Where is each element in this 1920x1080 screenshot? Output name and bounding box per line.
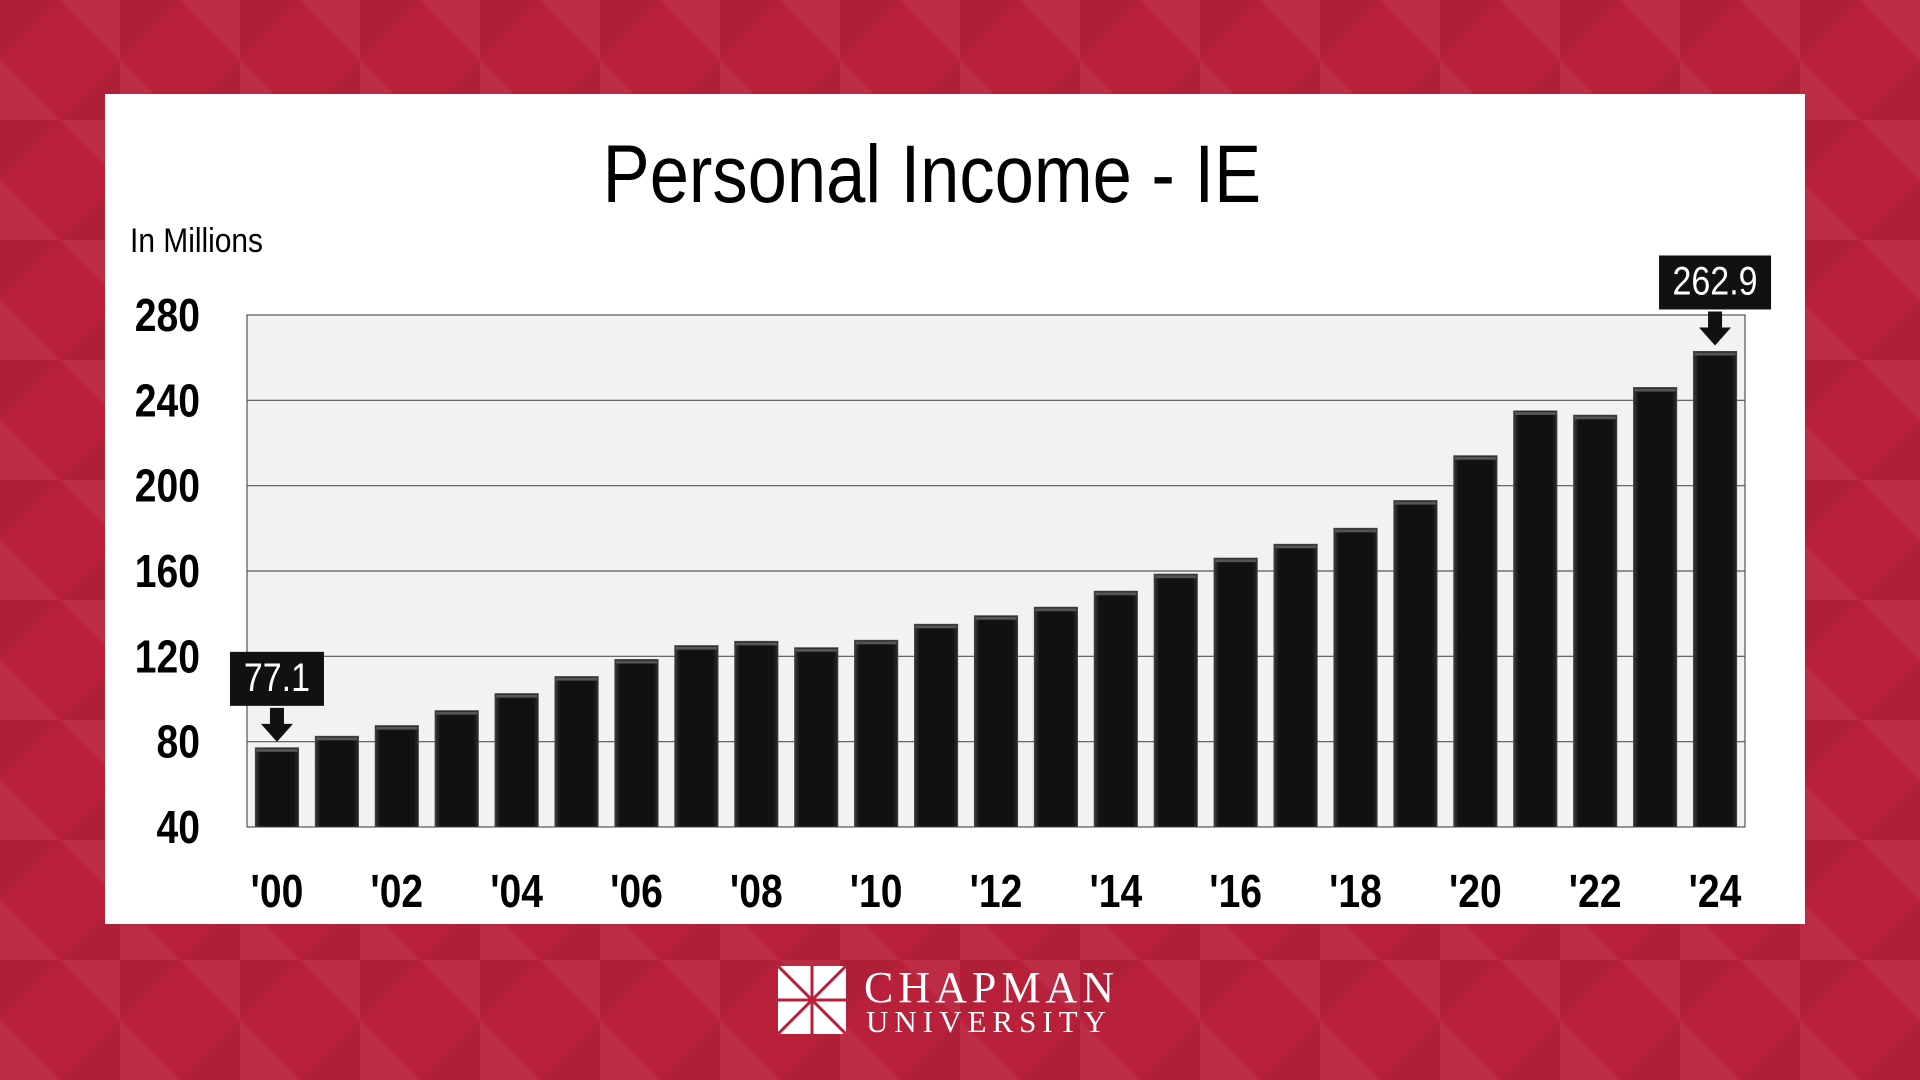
bar-highlight	[316, 737, 358, 741]
x-tick-label: '04	[490, 866, 543, 918]
bar-highlight	[1634, 388, 1676, 392]
bar-20	[1453, 455, 1498, 828]
x-tick-label: '22	[1569, 866, 1622, 918]
bar-highlight	[496, 694, 538, 698]
bar-09	[794, 647, 839, 828]
x-tick-label: '18	[1329, 866, 1382, 918]
y-axis-ticks: 40 80 120 160 200 240 280	[135, 290, 200, 854]
bar-highlight	[675, 646, 717, 650]
bar-24	[1692, 350, 1738, 828]
x-tick-label: '06	[610, 866, 663, 918]
bar-06	[614, 659, 659, 828]
bar-highlight	[1095, 592, 1137, 596]
callout-box	[229, 651, 324, 706]
annotation-callout: 77.1	[229, 651, 324, 742]
bar-10	[854, 639, 899, 828]
logo-text-line2: UNIVERSITY	[866, 1004, 1112, 1039]
bar-16	[1213, 557, 1258, 828]
y-tick-label: 240	[135, 375, 200, 427]
bar-14	[1093, 590, 1138, 828]
bar-15	[1153, 573, 1198, 828]
bar-07	[674, 645, 719, 828]
x-tick-label: '00	[251, 866, 304, 918]
bar-highlight	[1035, 608, 1077, 612]
bar-17	[1273, 543, 1318, 828]
bar-highlight	[1694, 352, 1736, 356]
chart-title: Personal Income - IE	[602, 129, 1262, 220]
y-tick-label: 40	[157, 802, 200, 854]
bar-18	[1333, 527, 1378, 828]
bar-highlight	[795, 648, 837, 652]
down-arrow-icon	[1699, 311, 1732, 346]
callout-box	[1659, 255, 1772, 310]
y-tick-label: 200	[135, 461, 200, 513]
logo-mark-icon	[778, 966, 846, 1034]
x-tick-label: '10	[850, 866, 903, 918]
down-arrow-icon	[260, 707, 293, 742]
bar-highlight	[555, 677, 598, 681]
bar-highlight	[1454, 456, 1496, 460]
callout-label: 77.1	[244, 654, 310, 699]
annotations: 77.1 262.9	[229, 255, 1772, 742]
x-tick-label: '14	[1089, 866, 1142, 918]
bar-highlight	[1574, 416, 1616, 420]
bar-00	[254, 747, 300, 828]
annotation-callout: 262.9	[1659, 255, 1772, 346]
x-tick-label: '20	[1449, 866, 1502, 918]
x-tick-label: '12	[970, 866, 1023, 918]
chapman-logo: CHAPMAN UNIVERSITY	[778, 963, 1148, 1039]
bar-12	[973, 615, 1019, 828]
bar-04	[494, 693, 539, 828]
bar-03	[434, 710, 479, 828]
bar-21	[1513, 410, 1558, 828]
bar-highlight	[1275, 545, 1317, 549]
bar-highlight	[436, 711, 478, 715]
bar-22	[1573, 414, 1618, 828]
y-tick-label: 120	[135, 631, 200, 683]
x-tick-label: '02	[370, 866, 423, 918]
bar-05	[554, 676, 599, 828]
bar-highlight	[1514, 412, 1556, 415]
x-tick-label: '24	[1689, 866, 1742, 918]
bar-02	[374, 725, 419, 828]
bar-highlight	[855, 641, 897, 645]
bar-08	[734, 640, 779, 828]
bar-highlight	[1215, 559, 1257, 563]
bar-11	[914, 623, 959, 828]
logo-text-line1: CHAPMAN	[864, 963, 1120, 1012]
x-tick-label: '08	[730, 866, 783, 918]
y-tick-label: 280	[135, 290, 200, 342]
bars	[254, 350, 1738, 828]
bar-highlight	[1155, 575, 1197, 579]
bar-19	[1393, 500, 1438, 828]
bar-23	[1633, 387, 1678, 828]
bar-highlight	[1394, 501, 1437, 505]
bar-highlight	[915, 625, 957, 629]
callout-label: 262.9	[1673, 258, 1758, 303]
units-label: In Millions	[130, 222, 264, 260]
bar-highlight	[975, 616, 1017, 620]
bar-01	[314, 735, 359, 828]
bar-highlight	[1334, 529, 1377, 533]
bar-highlight	[735, 642, 777, 646]
bar-13	[1033, 606, 1078, 828]
bar-highlight	[615, 660, 658, 664]
x-tick-label: '16	[1209, 866, 1262, 918]
y-tick-label: 160	[135, 546, 200, 598]
bar-highlight	[376, 726, 418, 730]
bar-highlight	[256, 748, 298, 752]
y-tick-label: 80	[157, 717, 200, 769]
x-axis-ticks: '00 '02 '04 '06 '08 '10 '12 '14 '16 '18 '20 '22 '24	[251, 866, 1742, 918]
